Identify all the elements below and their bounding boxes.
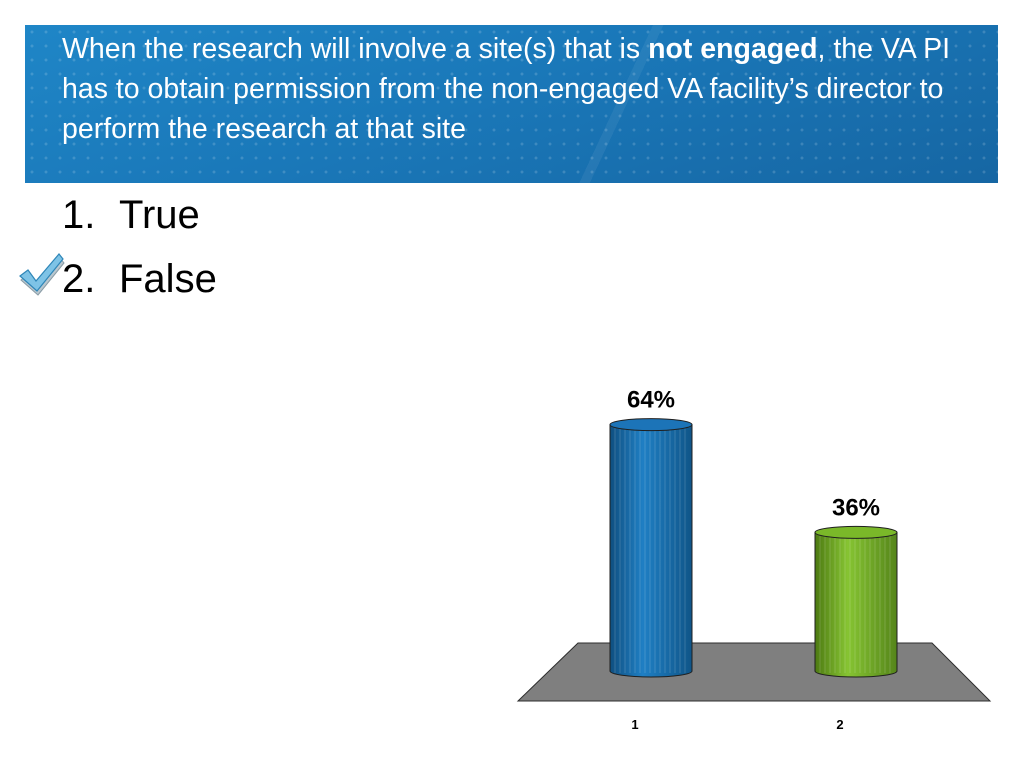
bar-stripes <box>819 534 891 673</box>
question-banner: When the research will involve a site(s)… <box>25 25 998 183</box>
bar-1 <box>609 418 693 678</box>
question-text-bold: not engaged <box>648 33 818 65</box>
answer-option-2: 2. False <box>62 256 217 302</box>
bar-top <box>609 418 693 432</box>
bar-body <box>814 531 898 678</box>
data-label-2: 36% <box>832 494 880 521</box>
labels-layer: 64% 1 36% 2 <box>627 387 880 732</box>
x-tick-label-2: 2 <box>836 717 843 732</box>
bars-layer <box>609 418 898 678</box>
check-mark-icon <box>19 253 65 296</box>
answer-number: 1. <box>62 193 96 237</box>
bar-top <box>814 525 898 539</box>
bar-body <box>609 424 693 678</box>
data-label-1: 64% <box>627 387 675 414</box>
answer-label: True <box>119 193 200 237</box>
bar-stripes <box>614 426 686 673</box>
answer-number: 2. <box>62 257 96 301</box>
question-text: When the research will involve a site(s)… <box>62 29 952 149</box>
bar-2 <box>814 525 898 678</box>
question-text-part2: , the VA PI has to obtain permission fro… <box>62 33 951 145</box>
answer-label: False <box>119 257 217 301</box>
banner-pattern <box>25 25 998 183</box>
question-text-part1: When the research will involve a site(s)… <box>62 33 649 65</box>
chart-floor <box>516 642 992 702</box>
x-tick-label-1: 1 <box>631 717 638 732</box>
answer-option-1: 1. True <box>62 192 200 238</box>
